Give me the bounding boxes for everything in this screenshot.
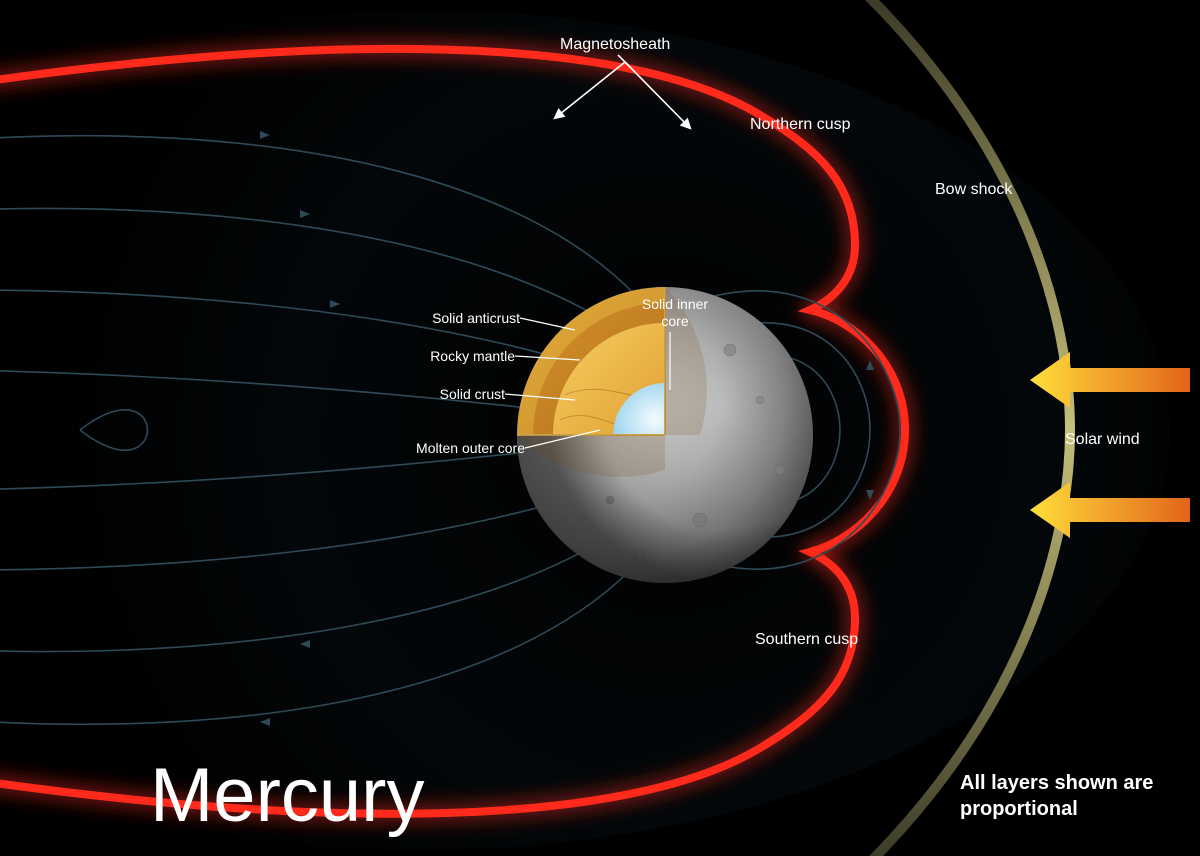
diagram-caption: All layers shown are proportional [960,770,1200,822]
diagram-stage: Magnetosheath Northern cusp Southern cus… [0,0,1200,856]
label-southern-cusp: Southern cusp [755,630,858,649]
label-molten-outer-core: Molten outer core [380,440,525,457]
label-solid-anticrust: Solid anticrust [410,310,520,327]
label-bow-shock: Bow shock [935,180,1012,199]
label-northern-cusp: Northern cusp [750,115,851,134]
label-solar-wind: Solar wind [1065,430,1140,449]
diagram-title: Mercury [150,752,424,839]
label-rocky-mantle: Rocky mantle [415,348,515,365]
diagram-svg [0,0,1200,856]
label-magnetosheath: Magnetosheath [560,35,670,54]
label-solid-crust: Solid crust [423,386,505,403]
label-solid-inner-core: Solid inner core [635,296,715,330]
